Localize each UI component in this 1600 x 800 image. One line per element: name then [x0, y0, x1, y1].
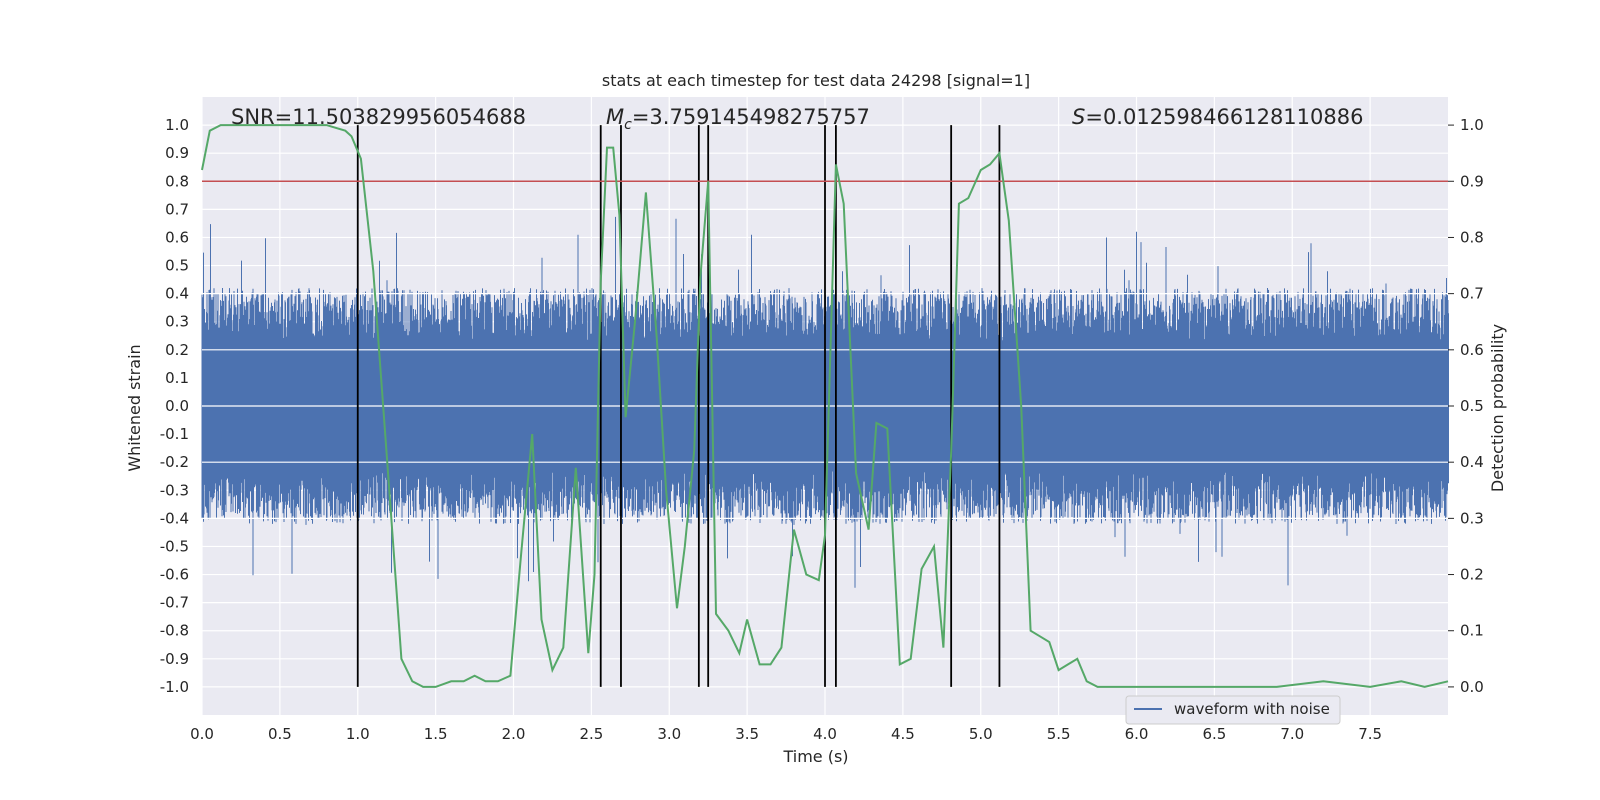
y2-tick-label: 0.2 [1460, 566, 1484, 584]
chart-title: stats at each timestep for test data 242… [602, 71, 1030, 90]
legend: waveform with noise [1125, 695, 1341, 725]
y-axis-ticks: 1.0 0.9 0.8 0.7 0.6 0.5 0.4 0.3 0.2 0.1 0.0 -0.1 -0.… [160, 116, 189, 696]
y2-tick-label: 0.9 [1460, 172, 1484, 190]
x-tick-label: 4.0 [813, 725, 837, 743]
x-tick-label: 1.0 [346, 725, 370, 743]
x-tick-label: 3.0 [657, 725, 681, 743]
y2-tick-label: 0.1 [1460, 622, 1484, 640]
y2-tick-label: 1.0 [1460, 116, 1484, 134]
x-tick-label: 2.0 [502, 725, 526, 743]
y-tick-label: 0.1 [165, 369, 189, 387]
x-tick-label: 7.0 [1280, 725, 1304, 743]
y2-axis-ticks: 1.0 0.9 0.8 0.7 0.6 0.5 0.4 0.3 0.2 0.1 0.0 [1448, 116, 1484, 696]
y-tick-label: -0.4 [160, 509, 189, 527]
y2-axis-label: Detection probability [1488, 324, 1507, 492]
y2-tick-label: 0.5 [1460, 397, 1484, 415]
s-value: =0.012598466128110886 [1085, 105, 1363, 129]
y-tick-label: -0.9 [160, 650, 189, 668]
legend-label-waveform: waveform with noise [1174, 700, 1330, 718]
x-axis-ticks: 0.0 0.5 1.0 1.5 2.0 2.5 3.0 3.5 4.0 4.5 5.0 5.5 6.0 6… [190, 725, 1382, 743]
s-symbol: S [1072, 105, 1085, 129]
y-tick-label: -1.0 [160, 678, 189, 696]
y-tick-label: 0.8 [165, 172, 189, 190]
y-tick-label: 0.3 [165, 313, 189, 331]
y-tick-label: -0.3 [160, 481, 189, 499]
y-tick-label: 0.7 [165, 200, 189, 218]
x-tick-label: 1.5 [424, 725, 448, 743]
y-tick-label: -0.2 [160, 453, 189, 471]
y-tick-label: -0.7 [160, 594, 189, 612]
s-annotation: S=0.012598466128110886 [1072, 105, 1363, 129]
y-axis-label: Whitened strain [125, 344, 144, 471]
y-tick-label: 0.5 [165, 257, 189, 275]
y-tick-label: 0.4 [165, 285, 189, 303]
x-tick-label: 3.5 [735, 725, 759, 743]
x-tick-label: 7.5 [1358, 725, 1382, 743]
snr-annotation: SNR=11.503829956054688 [231, 105, 526, 129]
y-tick-label: -0.8 [160, 622, 189, 640]
y-tick-label: -0.6 [160, 566, 189, 584]
y-tick-label: -0.1 [160, 425, 189, 443]
y-tick-label: 0.6 [165, 228, 189, 246]
y2-tick-label: 0.6 [1460, 341, 1484, 359]
detection-probability-series [201, 124, 1449, 688]
y-tick-label: 0.2 [165, 341, 189, 359]
y2-tick-label: 0.0 [1460, 678, 1484, 696]
detection-probability-line [201, 124, 1449, 688]
y2-tick-label: 0.3 [1460, 509, 1484, 527]
x-tick-label: 5.0 [969, 725, 993, 743]
x-axis-label: Time (s) [782, 747, 848, 766]
legend-box [1125, 695, 1341, 725]
chirp-mass-annotation: Mc=3.759145498275757 [606, 105, 870, 133]
y2-tick-label: 0.7 [1460, 285, 1484, 303]
y-tick-label: 1.0 [165, 116, 189, 134]
y-tick-label: -0.5 [160, 537, 189, 555]
x-tick-label: 6.0 [1125, 725, 1149, 743]
y2-tick-label: 0.4 [1460, 453, 1484, 471]
chirp-mass-symbol: M [606, 105, 624, 129]
x-tick-label: 0.0 [190, 725, 214, 743]
x-tick-label: 0.5 [268, 725, 292, 743]
chirp-mass-subscript: c [624, 117, 632, 133]
y-tick-label: 0.9 [165, 144, 189, 162]
chirp-mass-value: =3.759145498275757 [632, 105, 870, 129]
x-tick-label: 4.5 [891, 725, 915, 743]
x-tick-label: 5.5 [1047, 725, 1071, 743]
x-tick-label: 2.5 [579, 725, 603, 743]
y-tick-label: 0.0 [165, 397, 189, 415]
x-tick-label: 6.5 [1202, 725, 1226, 743]
y2-tick-label: 0.8 [1460, 228, 1484, 246]
